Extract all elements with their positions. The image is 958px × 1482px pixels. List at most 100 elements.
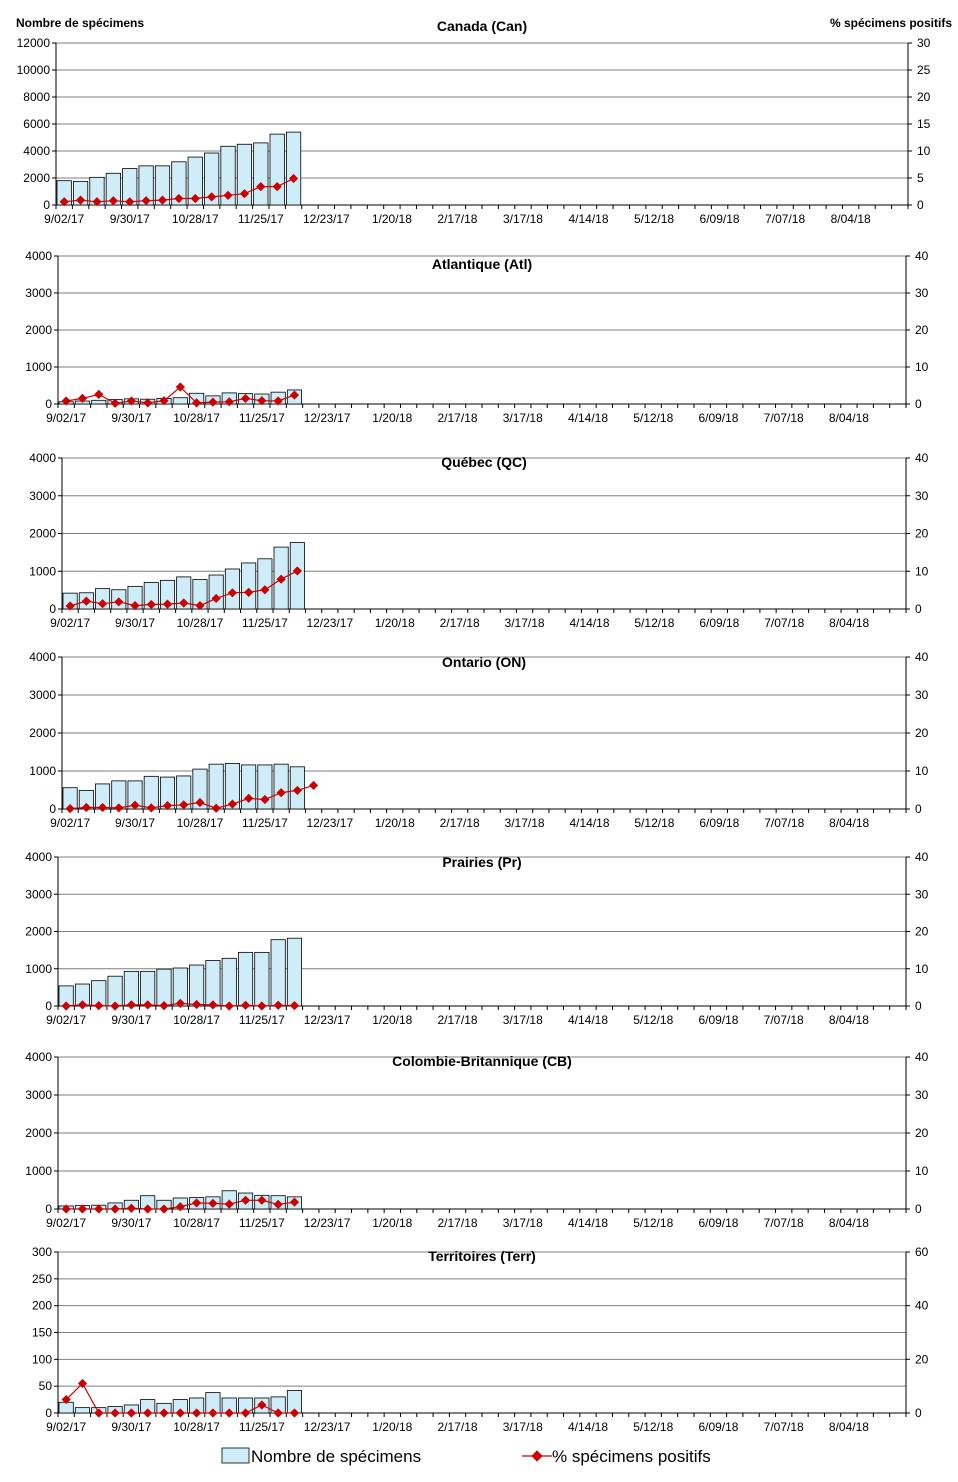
- y2-tick-label: 10: [915, 1164, 929, 1178]
- y2-tick-label: 20: [915, 925, 929, 939]
- y2-tick-label: 5: [917, 171, 924, 185]
- specimen-bar: [172, 397, 188, 405]
- x-tick-label: 9/30/17: [115, 616, 155, 630]
- x-tick-label: 2/17/18: [438, 1013, 478, 1027]
- percent-positive-point: [77, 393, 88, 404]
- percent-positive-point: [159, 1001, 169, 1011]
- percent-positive-point: [126, 1000, 136, 1010]
- x-tick-label: 3/17/18: [505, 816, 545, 830]
- x-tick-label: 12/23/17: [304, 411, 351, 425]
- y2-tick-label: 0: [915, 802, 922, 816]
- x-tick-label: 11/25/17: [242, 616, 288, 630]
- percent-positive-point: [175, 998, 185, 1008]
- percent-positive-point: [143, 1000, 153, 1010]
- specimen-bar: [254, 951, 270, 1007]
- x-tick-label: 2/17/18: [438, 1216, 478, 1230]
- chart-panels: 0200040006000800010000120000510152025309…: [17, 18, 931, 1434]
- chart-title: Canada (Can): [437, 18, 527, 34]
- y2-tick-label: 10: [915, 564, 929, 578]
- y2-tick-label: 20: [915, 1126, 929, 1140]
- specimen-bar: [208, 574, 224, 610]
- percent-positive-point: [114, 597, 124, 607]
- x-tick-label: 3/17/18: [503, 1013, 543, 1027]
- percent-positive-point: [273, 1000, 283, 1010]
- percent-positive-point: [276, 788, 286, 798]
- percent-positive-point: [289, 1197, 300, 1207]
- y2-tick-label: 40: [915, 1050, 929, 1064]
- percent-positive-point: [110, 398, 120, 408]
- chart-title: Québec (QC): [441, 454, 527, 470]
- y2-tick-label: 30: [915, 286, 929, 300]
- y2-tick-label: 30: [915, 887, 929, 901]
- x-tick-label: 1/20/18: [372, 1216, 412, 1230]
- legend: Nombre de spécimens % spécimens positifs: [221, 1447, 711, 1466]
- y-tick-label: 0: [45, 397, 52, 411]
- x-tick-label: 10/28/17: [173, 1420, 220, 1434]
- y-tick-label: 2000: [25, 925, 52, 939]
- y-tick-label: 4000: [25, 850, 52, 864]
- percent-positive-point: [272, 182, 282, 192]
- specimen-bar: [156, 968, 172, 1007]
- x-tick-label: 12/23/17: [306, 616, 353, 630]
- y2-tick-label: 10: [915, 764, 929, 778]
- y-tick-label: 2000: [29, 527, 56, 541]
- y2-tick-label: 40: [915, 650, 929, 664]
- y2-tick-label: 0: [915, 1406, 922, 1420]
- x-tick-label: 8/04/18: [829, 411, 869, 425]
- x-tick-label: 10/28/17: [172, 212, 219, 226]
- x-tick-label: 12/23/17: [306, 816, 353, 830]
- y2-tick-label: 0: [915, 1202, 922, 1216]
- x-tick-label: 4/14/18: [568, 411, 608, 425]
- x-tick-label: 4/14/18: [568, 212, 608, 226]
- chart-title: Ontario (ON): [442, 654, 526, 670]
- specimen-bar: [224, 763, 240, 810]
- percent-positive-point: [174, 193, 184, 204]
- y-tick-label: 4000: [25, 1050, 52, 1064]
- x-tick-label: 11/25/17: [239, 1013, 285, 1027]
- legend-line-label: % spécimens positifs: [552, 1447, 711, 1466]
- y2-tick-label: 10: [915, 360, 929, 374]
- x-tick-label: 6/09/18: [698, 1216, 738, 1230]
- x-tick-label: 7/07/18: [764, 411, 804, 425]
- x-tick-label: 11/25/17: [239, 1216, 285, 1230]
- specimen-bar: [269, 133, 285, 206]
- x-tick-label: 4/14/18: [568, 1420, 608, 1434]
- left-axis-title: Nombre de spécimens: [16, 16, 144, 30]
- percent-positive-point: [276, 574, 286, 584]
- percent-positive-point: [190, 193, 200, 204]
- percent-positive-point: [159, 396, 169, 406]
- y2-tick-label: 30: [915, 688, 929, 702]
- y2-tick-label: 20: [915, 527, 929, 541]
- percent-positive-point: [192, 1408, 202, 1418]
- chart-title: Colombie-Britannique (CB): [392, 1053, 572, 1069]
- percent-positive-point: [224, 397, 234, 407]
- y-tick-label: 1000: [29, 764, 56, 778]
- x-tick-label: 1/20/18: [372, 1013, 412, 1027]
- x-tick-label: 8/04/18: [829, 816, 869, 830]
- specimen-bar: [220, 145, 236, 206]
- y2-tick-label: 30: [915, 489, 929, 503]
- y2-tick-label: 20: [917, 90, 931, 104]
- y-tick-label: 1000: [29, 564, 56, 578]
- percent-positive-point: [292, 566, 302, 576]
- specimen-bar: [205, 960, 221, 1007]
- y2-tick-label: 40: [915, 1299, 929, 1313]
- percent-positive-point: [308, 780, 319, 791]
- specimen-bar: [253, 142, 269, 206]
- x-tick-label: 5/12/18: [633, 1013, 673, 1027]
- y-tick-label: 0: [45, 1406, 52, 1420]
- x-tick-label: 9/30/17: [111, 411, 151, 425]
- percent-positive-point: [94, 389, 104, 399]
- x-tick-label: 1/20/18: [375, 616, 415, 630]
- x-tick-label: 9/30/17: [111, 1216, 151, 1230]
- x-tick-label: 2/17/18: [438, 1420, 478, 1434]
- y-tick-label: 8000: [23, 90, 50, 104]
- specimen-bar: [221, 957, 237, 1007]
- x-tick-label: 5/12/18: [633, 1216, 673, 1230]
- y2-tick-label: 25: [917, 63, 931, 77]
- specimen-bar: [192, 768, 208, 810]
- percent-positive-point: [75, 195, 86, 205]
- x-tick-label: 9/30/17: [111, 1420, 151, 1434]
- y2-tick-label: 15: [917, 117, 931, 131]
